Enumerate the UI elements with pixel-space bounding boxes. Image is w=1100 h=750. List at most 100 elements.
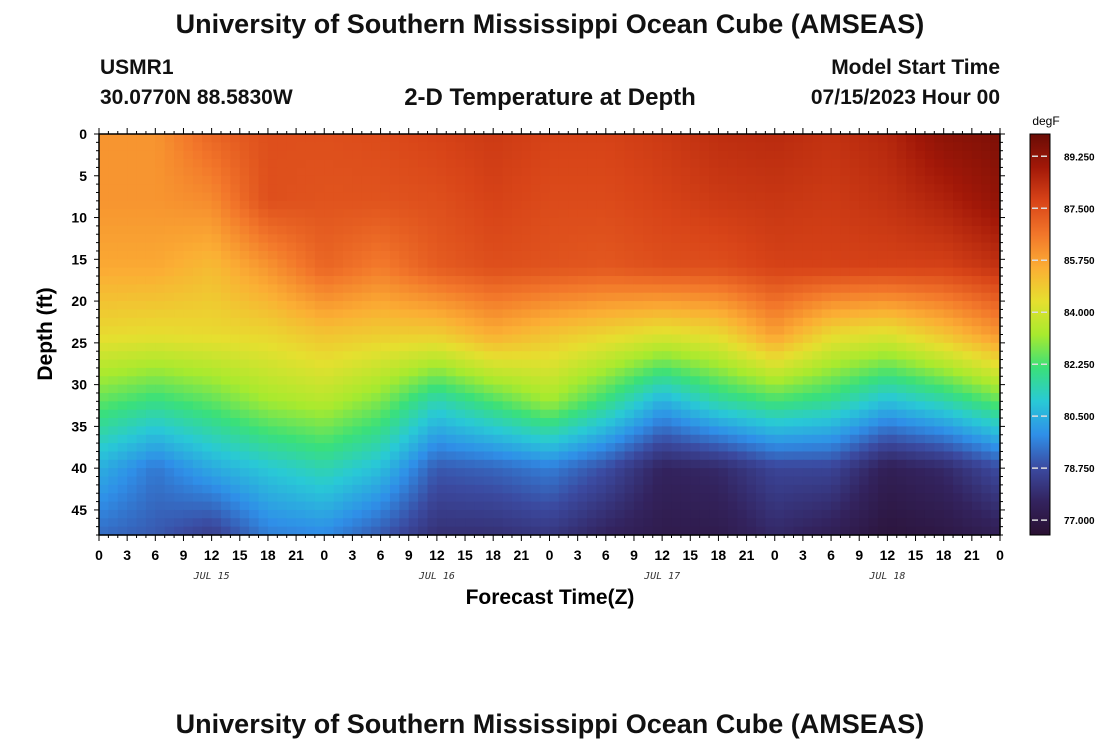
heatmap-cell [127, 292, 138, 302]
heatmap-cell [643, 526, 654, 536]
heatmap-cell [605, 292, 616, 302]
heatmap-cell [324, 167, 335, 177]
heatmap-cell [145, 367, 156, 377]
heatmap-cell [981, 401, 992, 411]
heatmap-cell [971, 301, 982, 311]
heatmap-cell [296, 384, 307, 394]
heatmap-cell [530, 284, 541, 294]
heatmap-cell [831, 259, 842, 269]
heatmap-cell [455, 209, 466, 219]
heatmap-cell [127, 451, 138, 461]
heatmap-cell [136, 459, 147, 469]
heatmap-cell [934, 326, 945, 336]
heatmap-cell [953, 142, 964, 152]
heatmap-cell [324, 468, 335, 478]
heatmap-cell [108, 367, 119, 377]
heatmap-cell [99, 209, 109, 219]
heatmap-cell [699, 175, 710, 185]
x-tick-label: 12 [654, 547, 670, 563]
heatmap-cell [230, 259, 241, 269]
heatmap-cell [615, 309, 626, 319]
heatmap-cell [108, 409, 119, 419]
heatmap-cell [652, 292, 663, 302]
heatmap-cell [821, 242, 832, 252]
heatmap-cell [633, 451, 644, 461]
heatmap-cell [737, 167, 748, 177]
heatmap-cell [774, 150, 785, 160]
heatmap-cell [155, 493, 166, 503]
heatmap-cell [924, 426, 935, 436]
heatmap-cell [136, 301, 147, 311]
heatmap-cell [624, 367, 635, 377]
heatmap-cell [802, 426, 813, 436]
heatmap-cell [887, 367, 898, 377]
heatmap-cell [352, 451, 363, 461]
heatmap-cell [493, 209, 504, 219]
heatmap-cell [765, 225, 776, 235]
heatmap-cell [596, 501, 607, 511]
heatmap-cell [117, 484, 128, 494]
heatmap-cell [784, 200, 795, 210]
heatmap-cell [155, 376, 166, 386]
heatmap-cell [418, 259, 429, 269]
heatmap-cell [99, 484, 109, 494]
heatmap-cell [953, 451, 964, 461]
heatmap-cell [117, 334, 128, 344]
heatmap-cell [389, 367, 400, 377]
heatmap-cell [333, 276, 344, 285]
heatmap-cell [305, 376, 316, 386]
heatmap-cell [821, 134, 832, 143]
heatmap-cell [596, 267, 607, 277]
heatmap-cell [915, 134, 926, 143]
heatmap-cell [155, 392, 166, 402]
heatmap-cell [108, 451, 119, 461]
heatmap-cell [587, 468, 598, 478]
heatmap-cell [324, 518, 335, 528]
heatmap-cell [249, 209, 260, 219]
heatmap-cell [727, 167, 738, 177]
heatmap-cell [474, 150, 485, 160]
heatmap-cell [239, 150, 250, 160]
heatmap-cell [258, 518, 269, 528]
heatmap-cell [446, 242, 457, 252]
heatmap-cell [896, 184, 907, 194]
heatmap-cell [389, 142, 400, 152]
heatmap-cell [577, 434, 588, 444]
heatmap-cell [840, 142, 851, 152]
heatmap-cell [605, 167, 616, 177]
heatmap-cell [699, 276, 710, 285]
heatmap-cell [239, 476, 250, 486]
heatmap-cell [511, 434, 522, 444]
heatmap-cell [399, 409, 410, 419]
heatmap-cell [840, 501, 851, 511]
heatmap-cell [249, 242, 260, 252]
heatmap-cell [145, 334, 156, 344]
heatmap-cell [868, 309, 879, 319]
heatmap-cell [380, 384, 391, 394]
heatmap-cell [211, 250, 222, 260]
heatmap-cell [389, 150, 400, 160]
heatmap-cell [530, 509, 541, 519]
heatmap-cell [896, 409, 907, 419]
heatmap-cell [99, 501, 109, 511]
heatmap-cell [343, 401, 354, 411]
heatmap-cell [915, 284, 926, 294]
heatmap-cell [671, 359, 682, 369]
heatmap-cell [633, 184, 644, 194]
heatmap-cell [399, 242, 410, 252]
heatmap-cell [202, 284, 213, 294]
heatmap-cell [127, 518, 138, 528]
heatmap-cell [483, 526, 494, 536]
heatmap-cell [418, 217, 429, 227]
heatmap-cell [483, 509, 494, 519]
heatmap-cell [596, 484, 607, 494]
heatmap-cell [662, 301, 673, 311]
heatmap-cell [605, 150, 616, 160]
heatmap-cell [408, 284, 419, 294]
heatmap-cell [117, 259, 128, 269]
heatmap-cell [549, 359, 560, 369]
heatmap-cell [868, 384, 879, 394]
heatmap-cell [906, 309, 917, 319]
heatmap-cell [230, 150, 241, 160]
heatmap-cell [849, 334, 860, 344]
